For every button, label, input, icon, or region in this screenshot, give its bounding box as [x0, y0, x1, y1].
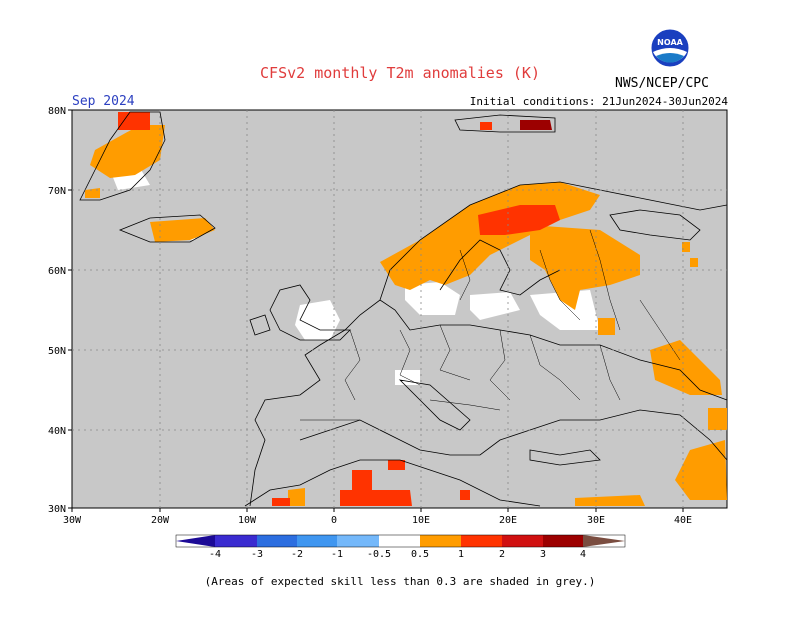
colorbar-label: -2 [291, 549, 303, 560]
lat-label: 70N [48, 186, 66, 197]
colorbar-swatch [461, 535, 502, 547]
very-hot-anomaly-areas [520, 120, 552, 130]
colorbar-swatch [297, 535, 337, 547]
graticule [72, 110, 727, 508]
initial-conditions: Initial conditions: 21Jun2024-30Jun2024 [469, 95, 728, 108]
colorbar-label: 4 [580, 549, 586, 560]
country-borders [300, 229, 681, 421]
colorbar-swatch [257, 535, 297, 547]
colorbar-label: -3 [251, 549, 263, 560]
map-background [71, 109, 728, 509]
lon-label: 20W [151, 515, 170, 526]
colorbar-label: -0.5 [367, 549, 391, 560]
coastlines [79, 111, 728, 507]
axis-ticks [68, 109, 684, 512]
colorbar-swatch [543, 535, 583, 547]
lon-label: 20E [499, 515, 517, 526]
colorbar-swatch [379, 535, 420, 547]
colorbar-label: 2 [499, 549, 505, 560]
lon-label: 30W [63, 515, 82, 526]
lat-label: 40N [48, 426, 66, 437]
colorbar: -4 -3 -2 -1 -0.5 0.5 1 2 3 4 [175, 534, 626, 560]
hot-anomaly-areas [118, 112, 560, 506]
colorbar-swatch [337, 535, 379, 547]
lon-label: 10E [412, 515, 430, 526]
lon-label: 10W [238, 515, 257, 526]
page-title: CFSv2 monthly T2m anomalies (K) [260, 64, 540, 82]
colorbar-swatch [420, 535, 461, 547]
colorbar-label: -4 [209, 549, 221, 560]
lat-label: 60N [48, 266, 66, 277]
lat-label: 30N [48, 504, 66, 515]
colorbar-label: 3 [540, 549, 546, 560]
colorbar-right-arrow [583, 535, 625, 547]
colorbar-label: 0.5 [411, 549, 429, 560]
organization-label: NWS/NCEP/CPC [615, 76, 709, 91]
colorbar-label: 1 [458, 549, 464, 560]
skill-note: (Areas of expected skill less than 0.3 a… [204, 575, 596, 588]
forecast-period: Sep 2024 [72, 94, 135, 109]
colorbar-label: -1 [331, 549, 343, 560]
lon-label: 0 [331, 515, 337, 526]
colorbar-swatch [502, 535, 543, 547]
colorbar-swatch [215, 535, 257, 547]
lon-label: 30E [587, 515, 605, 526]
colorbar-outline [175, 534, 626, 548]
logo-text: NOAA [657, 38, 683, 47]
noaa-logo: NOAA [650, 28, 690, 68]
colorbar-left-arrow [176, 535, 215, 547]
lat-label: 80N [48, 106, 66, 117]
lon-label: 40E [674, 515, 692, 526]
lat-label: 50N [48, 346, 66, 357]
